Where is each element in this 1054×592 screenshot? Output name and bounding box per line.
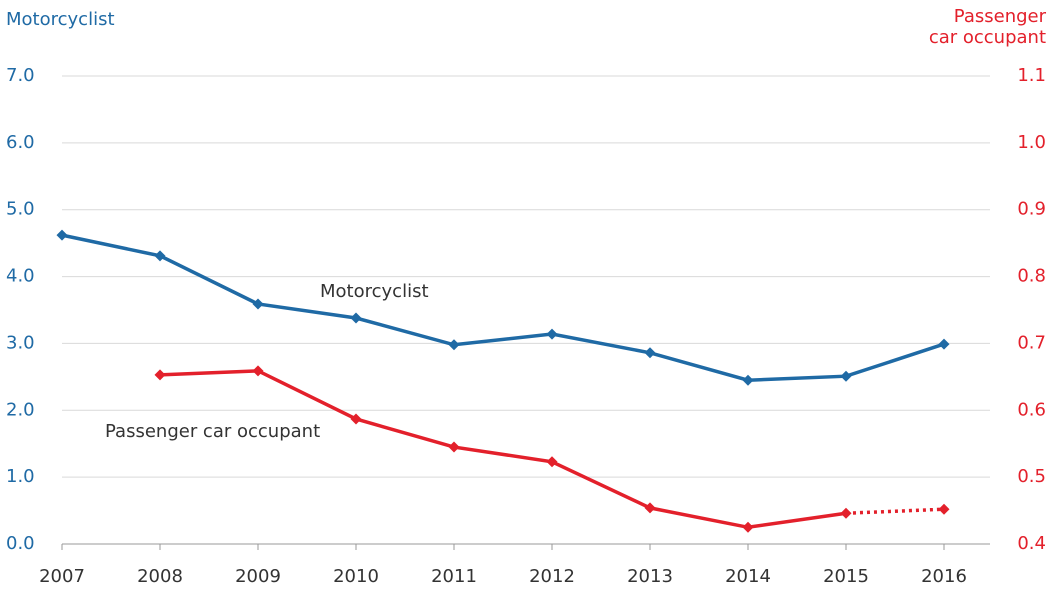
point (840, 507, 852, 519)
x-tick-label: 2011 (431, 566, 477, 587)
y2-tick-label: 0.6 (1017, 399, 1046, 420)
point (56, 229, 68, 241)
y2-tick-label: 0.5 (1017, 466, 1046, 487)
point (252, 298, 264, 310)
point (644, 347, 656, 359)
y-tick-label: 4.0 (6, 266, 35, 287)
series-line (845, 507, 945, 515)
x-tick-label: 2009 (235, 566, 281, 587)
x-tick-label: 2012 (529, 566, 575, 587)
y-tick-label: 0.0 (6, 533, 35, 554)
y2-tick-label: 0.9 (1017, 199, 1046, 220)
point (938, 338, 950, 350)
y-tick-label: 6.0 (6, 132, 35, 153)
y-tick-label: 1.0 (6, 466, 35, 487)
y2-tick-label: 1.0 (1017, 132, 1046, 153)
point (448, 339, 460, 351)
y2-tick-label: 1.1 (1017, 65, 1046, 86)
point (546, 328, 558, 340)
series-line (159, 369, 847, 530)
point (742, 374, 754, 386)
point (154, 250, 166, 262)
point (644, 502, 656, 514)
point (350, 312, 362, 324)
x-tick-label: 2015 (823, 566, 869, 587)
annotation: Passenger car occupant (105, 421, 320, 442)
point (448, 441, 460, 453)
y2-tick-label: 0.7 (1017, 332, 1046, 353)
x-tick-label: 2016 (921, 566, 967, 587)
x-tick-label: 2007 (39, 566, 85, 587)
point (252, 365, 264, 377)
annotation: Motorcyclist (320, 281, 429, 302)
y-tick-label: 7.0 (6, 65, 35, 86)
x-tick-label: 2013 (627, 566, 673, 587)
y-tick-label: 3.0 (6, 332, 35, 353)
y-axis-title: Motorcyclist (6, 9, 115, 30)
x-tick-label: 2014 (725, 566, 771, 587)
point (742, 521, 754, 533)
x-tick-label: 2010 (333, 566, 379, 587)
point (154, 369, 166, 381)
y2-axis-title: Passenger car occupant (928, 6, 1046, 48)
point (938, 503, 950, 515)
point (350, 413, 362, 425)
point (546, 456, 558, 468)
y2-tick-label: 0.8 (1017, 266, 1046, 287)
point (840, 370, 852, 382)
y-tick-label: 5.0 (6, 199, 35, 220)
x-tick-label: 2008 (137, 566, 183, 587)
series-line (61, 233, 945, 382)
y2-tick-label: 0.4 (1017, 533, 1046, 554)
y-tick-label: 2.0 (6, 399, 35, 420)
